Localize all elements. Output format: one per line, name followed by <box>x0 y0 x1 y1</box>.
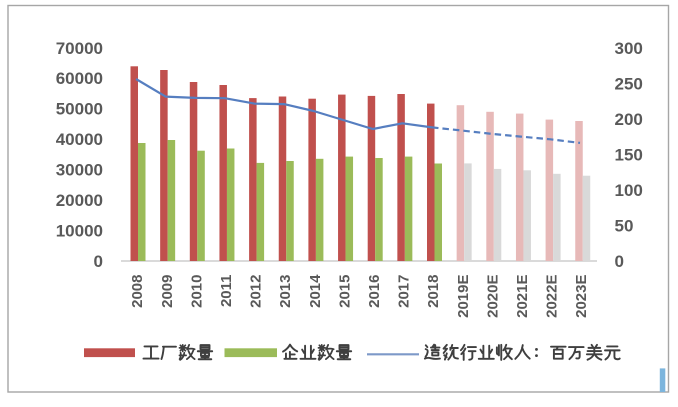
svg-text:50: 50 <box>615 216 634 235</box>
svg-text:2022E: 2022E <box>544 275 561 318</box>
svg-text:60000: 60000 <box>56 69 103 88</box>
svg-text:2017: 2017 <box>396 275 413 308</box>
svg-text:100: 100 <box>615 181 643 200</box>
svg-text:30000: 30000 <box>56 161 103 180</box>
svg-text:2008: 2008 <box>129 275 146 308</box>
svg-text:50000: 50000 <box>56 100 103 119</box>
svg-text:70000: 70000 <box>56 39 103 58</box>
svg-text:150: 150 <box>615 145 643 164</box>
svg-text:2023E: 2023E <box>573 275 590 318</box>
svg-text:2012: 2012 <box>248 275 265 308</box>
svg-text:2011: 2011 <box>218 275 235 308</box>
svg-text:0: 0 <box>615 252 624 271</box>
svg-text:20000: 20000 <box>56 191 103 210</box>
svg-text:200: 200 <box>615 110 643 129</box>
svg-text:0: 0 <box>94 252 103 271</box>
svg-text:10000: 10000 <box>56 222 103 241</box>
svg-text:40000: 40000 <box>56 130 103 149</box>
svg-text:2015: 2015 <box>336 275 353 308</box>
svg-text:2014: 2014 <box>307 274 324 308</box>
svg-text:250: 250 <box>615 74 643 93</box>
svg-text:2018: 2018 <box>425 275 442 308</box>
svg-text:2010: 2010 <box>188 275 205 308</box>
svg-text:2019E: 2019E <box>455 275 472 318</box>
svg-text:2009: 2009 <box>159 275 176 308</box>
svg-text:2021E: 2021E <box>514 275 531 318</box>
svg-text:2013: 2013 <box>277 275 294 308</box>
svg-text:2020E: 2020E <box>484 275 501 318</box>
svg-text:300: 300 <box>615 39 643 58</box>
svg-text:2016: 2016 <box>366 275 383 308</box>
